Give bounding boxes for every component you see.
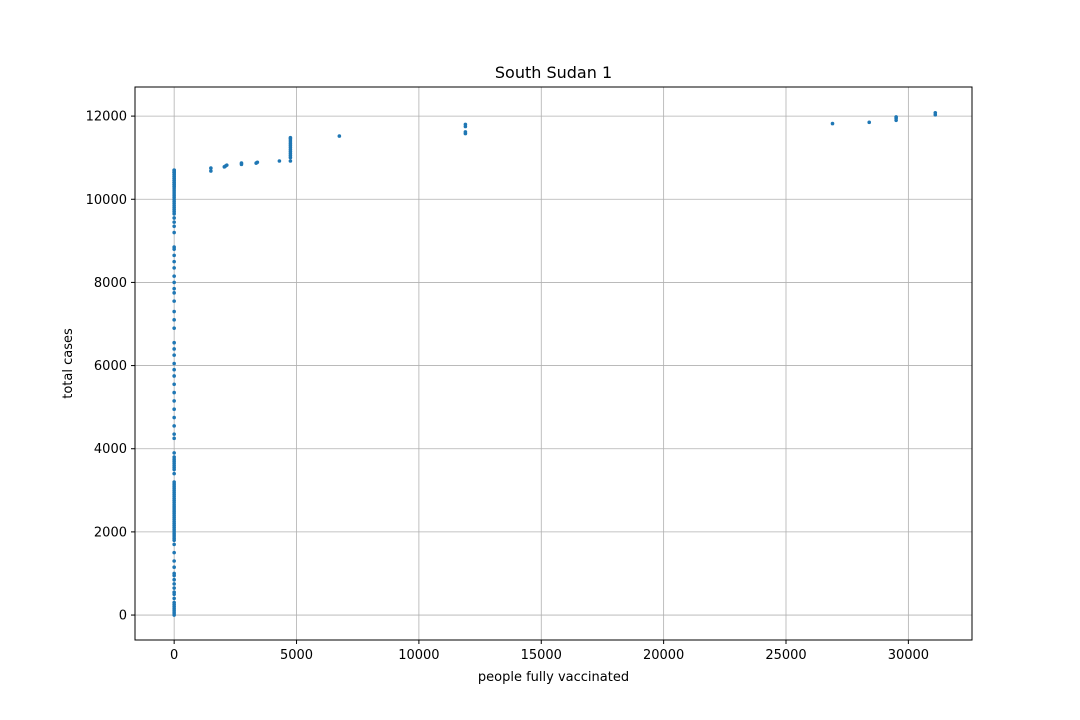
data-point <box>209 169 213 173</box>
data-point <box>172 291 176 295</box>
x-tick-label: 0 <box>170 648 178 663</box>
data-point <box>172 266 176 270</box>
data-point <box>172 274 176 278</box>
data-point <box>172 471 176 476</box>
data-point <box>172 224 176 229</box>
y-axis-label: total cases <box>61 328 76 399</box>
data-point <box>172 390 176 395</box>
data-point <box>172 577 176 582</box>
data-point <box>172 309 176 314</box>
data-point <box>172 280 176 285</box>
x-tick-label: 5000 <box>280 648 313 663</box>
data-point <box>172 590 176 594</box>
data-point <box>172 374 176 378</box>
data-point <box>172 220 176 224</box>
data-points <box>172 110 938 617</box>
data-point <box>172 432 176 436</box>
data-point <box>172 455 176 459</box>
data-point <box>463 122 468 127</box>
y-tick-label: 2000 <box>94 525 127 540</box>
data-point <box>172 184 176 189</box>
data-point <box>172 286 176 291</box>
data-point <box>172 451 176 455</box>
data-point <box>277 159 282 163</box>
data-point <box>172 347 176 351</box>
data-point <box>172 571 176 576</box>
data-point <box>172 318 176 322</box>
y-tick-label: 12000 <box>86 110 127 125</box>
data-point <box>209 166 213 170</box>
data-point <box>172 326 176 330</box>
data-point <box>172 550 176 555</box>
data-point <box>337 134 342 138</box>
x-tick-label: 25000 <box>765 648 806 663</box>
data-point <box>172 399 176 403</box>
data-point <box>867 120 872 125</box>
x-axis-label: people fully vaccinated <box>478 670 629 685</box>
data-point <box>172 245 176 249</box>
data-point <box>172 361 176 366</box>
data-point <box>172 596 176 601</box>
x-tick-label: 20000 <box>643 648 684 663</box>
plot-frame <box>134 86 973 641</box>
data-point <box>172 415 176 420</box>
data-point <box>172 407 176 412</box>
data-point <box>172 299 176 303</box>
data-point <box>255 160 260 165</box>
data-point <box>172 582 176 586</box>
axis-ticks: 0 5000 10000 15000 20000 25000 30000 0 2000 4000 6… <box>86 110 929 663</box>
chart-title: South Sudan 1 <box>495 63 612 82</box>
data-point <box>830 121 835 126</box>
data-point <box>172 600 176 605</box>
data-point <box>172 565 176 570</box>
data-point <box>224 163 229 167</box>
y-tick-label: 4000 <box>94 442 127 457</box>
y-tick-label: 6000 <box>94 359 127 374</box>
data-point <box>172 382 176 387</box>
x-tick-label: 30000 <box>888 648 929 663</box>
data-point <box>894 115 898 119</box>
data-point <box>463 130 468 134</box>
x-tick-label: 15000 <box>521 648 562 663</box>
data-point <box>239 161 244 165</box>
grid-lines <box>135 87 972 640</box>
data-point <box>172 586 176 590</box>
y-tick-label: 0 <box>119 609 127 624</box>
data-point <box>172 253 176 258</box>
data-point <box>172 480 176 484</box>
y-tick-label: 8000 <box>94 276 127 291</box>
data-point <box>172 559 176 563</box>
data-point <box>172 424 176 428</box>
y-tick-label: 10000 <box>86 193 127 208</box>
data-point <box>172 216 176 220</box>
data-point <box>172 367 176 372</box>
data-point <box>288 159 293 163</box>
data-point <box>933 110 938 115</box>
data-point <box>172 436 176 441</box>
data-point <box>172 353 176 357</box>
data-point <box>288 135 293 140</box>
data-point <box>172 542 176 547</box>
data-point <box>172 259 176 264</box>
data-point <box>172 230 176 235</box>
data-point <box>172 340 176 345</box>
x-tick-label: 10000 <box>398 648 439 663</box>
